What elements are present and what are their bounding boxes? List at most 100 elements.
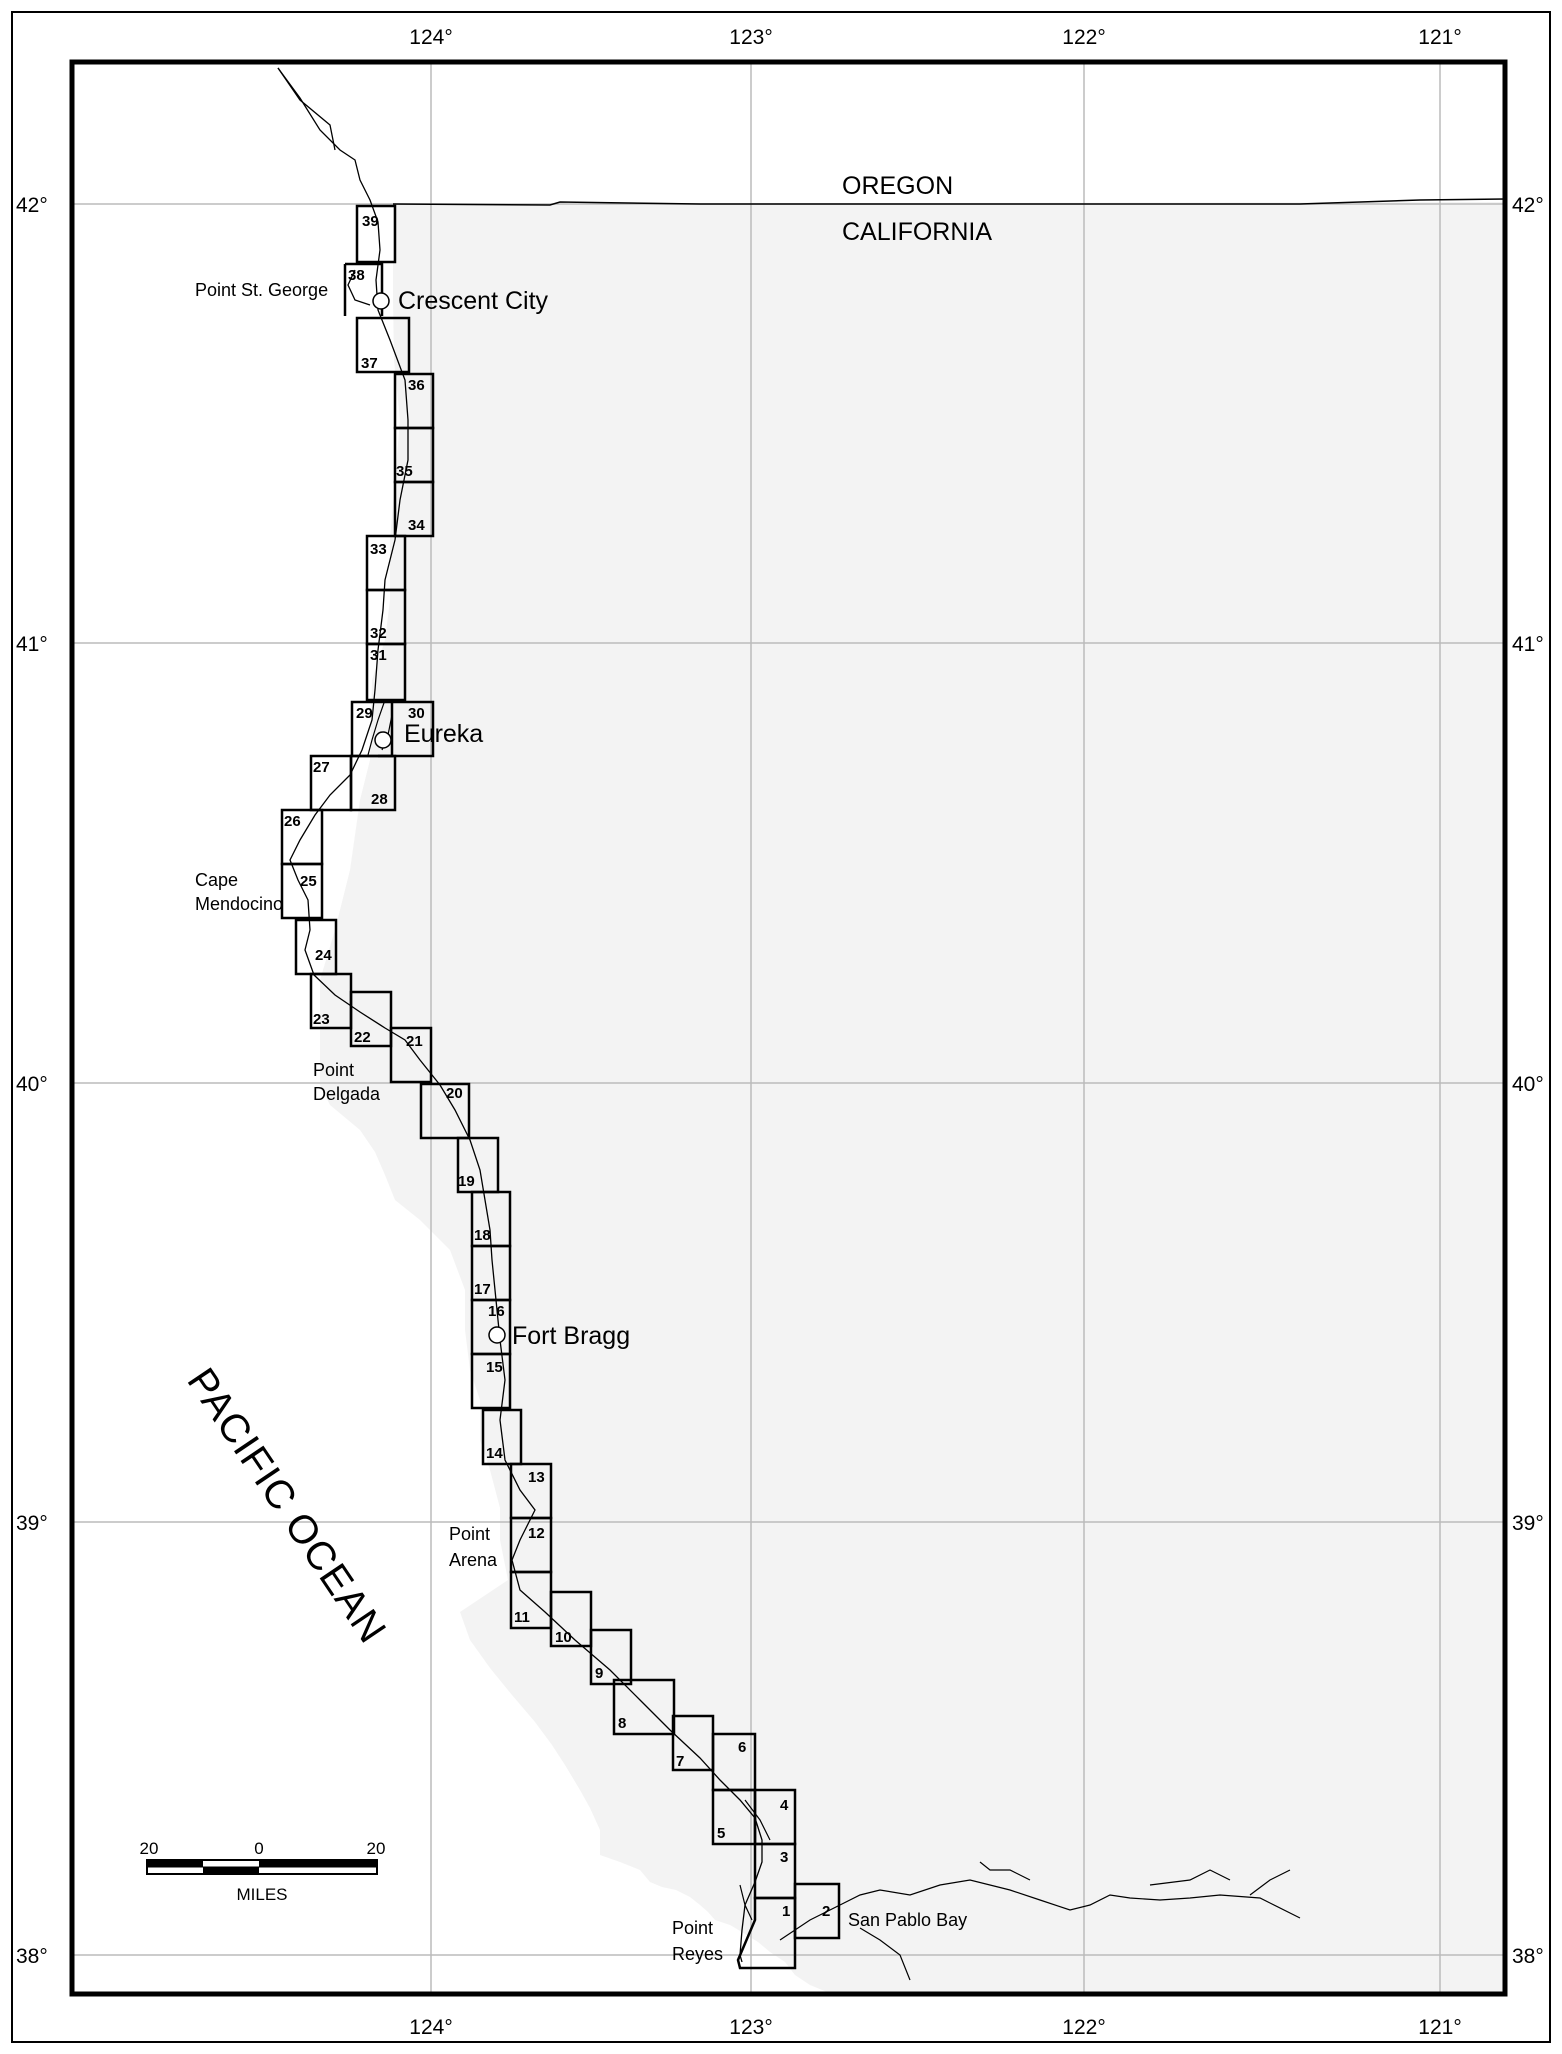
panel-number-35: 35 — [396, 463, 413, 480]
lon-labels-top: 124° 123° 122° 121° — [409, 26, 1461, 49]
place-mendocino: Mendocino — [195, 894, 283, 914]
lat-label-39-right: 39° — [1512, 1512, 1544, 1535]
coastline-north — [277, 67, 336, 151]
panel-20 — [419, 1082, 471, 1140]
panel-28 — [349, 754, 397, 812]
scale-seg-a — [147, 1860, 203, 1867]
panel-number-15: 15 — [486, 1359, 503, 1376]
panel-9 — [589, 1628, 633, 1686]
panel-grid — [280, 204, 841, 1970]
place-point-reyes-2: Reyes — [672, 1944, 723, 1964]
panel-15 — [470, 1352, 512, 1410]
lat-label-40-right: 40° — [1512, 1073, 1544, 1096]
panel-number-39: 39 — [362, 213, 379, 230]
scale-seg-b — [203, 1867, 259, 1874]
panel-number-23: 23 — [313, 1011, 330, 1028]
lon-label-121-bottom: 121° — [1418, 2016, 1461, 2039]
crescent-city-marker — [372, 292, 390, 310]
scale-bar: 20 0 20 MILES — [140, 1839, 386, 1904]
panel-8 — [612, 1678, 676, 1736]
lat-label-41: 41° — [16, 633, 48, 656]
lat-label-41-right: 41° — [1512, 633, 1544, 656]
panel-2 — [793, 1882, 841, 1940]
state-boundary — [392, 198, 1506, 206]
panel-number-20: 20 — [446, 1085, 463, 1102]
panel-number-19: 19 — [458, 1173, 475, 1190]
panel-numbers: 1 2 3 4 5 6 7 8 9 10 11 12 13 14 15 16 1… — [284, 213, 830, 1920]
panel-10 — [549, 1590, 593, 1648]
scale-label-left: 20 — [140, 1839, 159, 1858]
panel-number-21: 21 — [406, 1033, 423, 1050]
lat-label-42: 42° — [16, 194, 48, 217]
panel-number-7: 7 — [676, 1753, 684, 1770]
scale-label-zero: 0 — [254, 1839, 263, 1858]
place-point-reyes-1: Point — [672, 1918, 713, 1938]
lat-labels-right: 42° 41° 40° 39° 38° — [1512, 194, 1544, 1968]
panel-21 — [389, 1026, 433, 1084]
scale-seg-c — [259, 1860, 377, 1867]
place-labels: Point St. George Crescent City Eureka Ca… — [195, 280, 967, 1964]
panel-number-1: 1 — [782, 1903, 790, 1920]
panel-number-18: 18 — [474, 1227, 491, 1244]
panel-number-31: 31 — [370, 647, 387, 664]
land-area — [320, 202, 1505, 1994]
panel-30 — [378, 700, 435, 758]
lat-label-39: 39° — [16, 1512, 48, 1535]
panel-number-13: 13 — [528, 1469, 545, 1486]
panel-number-33: 33 — [370, 541, 387, 558]
panel-number-22: 22 — [354, 1029, 371, 1046]
panel-number-29: 29 — [356, 705, 373, 722]
panel-34 — [393, 480, 435, 538]
lat-label-38-right: 38° — [1512, 1945, 1544, 1968]
panel-number-32: 32 — [370, 625, 387, 642]
panel-number-10: 10 — [555, 1629, 572, 1646]
panel-number-14: 14 — [486, 1445, 503, 1462]
lon-label-123-bottom: 123° — [729, 2016, 772, 2039]
panel-number-2: 2 — [822, 1903, 830, 1920]
fort-bragg-marker — [488, 1326, 506, 1344]
eureka-marker — [374, 731, 392, 749]
panel-number-6: 6 — [738, 1739, 746, 1756]
panel-number-34: 34 — [408, 517, 425, 534]
panel-22 — [349, 990, 393, 1048]
panel-number-9: 9 — [595, 1665, 603, 1682]
panel-39 — [355, 204, 397, 264]
panel-31 — [365, 642, 407, 702]
panel-number-4: 4 — [780, 1797, 789, 1814]
scale-label-right: 20 — [367, 1839, 386, 1858]
place-eureka: Eureka — [404, 720, 483, 748]
place-point-delgada-2: Delgada — [313, 1084, 381, 1104]
place-crescent-city: Crescent City — [398, 287, 549, 315]
panel-number-3: 3 — [780, 1849, 788, 1866]
panel-number-11: 11 — [514, 1609, 530, 1626]
lat-label-38: 38° — [16, 1945, 48, 1968]
place-point-arena-2: Arena — [449, 1550, 498, 1570]
panel-number-16: 16 — [488, 1303, 505, 1320]
lon-label-121: 121° — [1418, 26, 1461, 49]
san-pablo-bay-shore — [779, 1861, 1301, 1981]
panel-number-37: 37 — [361, 355, 378, 372]
panel-14 — [481, 1408, 523, 1466]
tomales-bay — [739, 1799, 771, 1921]
lon-label-122: 122° — [1062, 26, 1105, 49]
panel-25 — [280, 862, 324, 920]
outer-frame — [11, 11, 1551, 2043]
place-point-delgada-1: Point — [313, 1060, 354, 1080]
coastline — [277, 67, 763, 1963]
panel-number-38: 38 — [348, 267, 365, 284]
point-st-george — [347, 269, 371, 306]
lon-label-122-bottom: 122° — [1062, 2016, 1105, 2039]
lat-label-42-right: 42° — [1512, 194, 1544, 217]
panel-number-8: 8 — [618, 1715, 626, 1732]
place-san-pablo-bay: San Pablo Bay — [848, 1910, 967, 1930]
lon-labels-bottom: 124° 123° 122° 121° — [409, 2016, 1461, 2039]
ocean-label: PACIFIC OCEAN — [179, 1360, 395, 1651]
panel-number-5: 5 — [717, 1825, 725, 1842]
place-point-st-george: Point St. George — [195, 280, 328, 300]
panel-number-12: 12 — [528, 1525, 545, 1542]
place-fort-bragg: Fort Bragg — [512, 1322, 630, 1350]
state-label-oregon: OREGON — [842, 172, 953, 200]
scale-unit: MILES — [236, 1885, 287, 1904]
panel-number-25: 25 — [300, 873, 317, 890]
